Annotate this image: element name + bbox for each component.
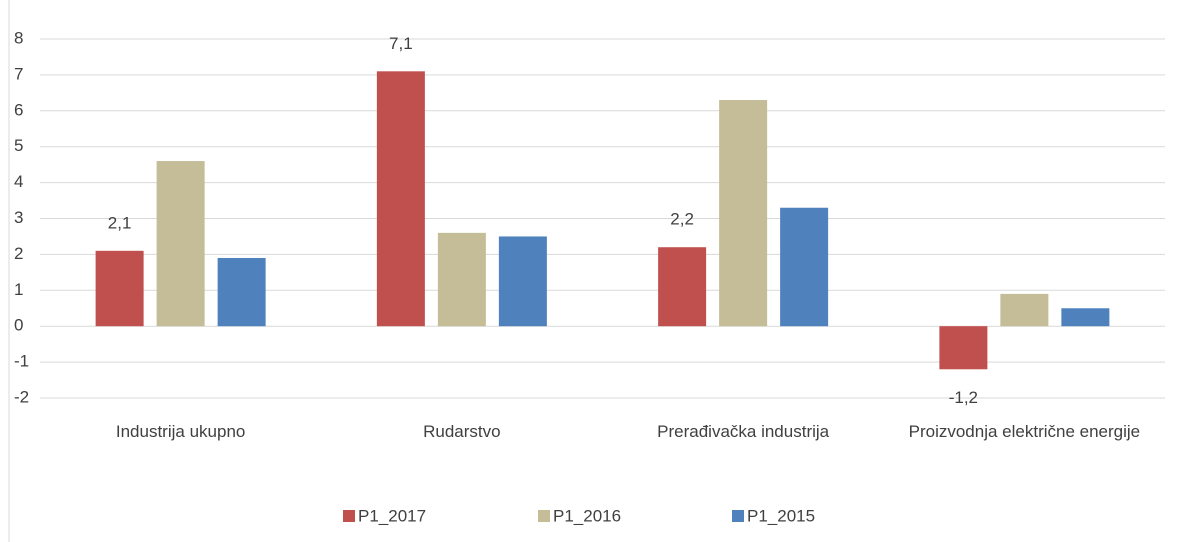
bar [95,250,144,327]
data-label: -1,2 [949,388,978,407]
legend-label: P1_2017 [358,506,426,525]
bar [217,257,266,327]
y-tick-label: 2 [14,244,23,263]
bar [939,326,988,370]
data-label: 7,1 [389,34,413,53]
bar [658,247,707,327]
legend-label: P1_2015 [747,506,815,525]
bar [376,71,425,327]
data-label: 2,1 [108,213,132,232]
legend-swatch [343,510,355,522]
legend-swatch [538,510,550,522]
y-tick-label: -2 [14,387,29,406]
chart-frame [8,0,10,542]
bar [156,161,205,327]
y-tick-label: 3 [14,208,23,227]
bar [1061,308,1110,327]
y-tick-label: 6 [14,100,23,119]
x-tick-label: Proizvodnja električne energije [908,422,1141,441]
x-tick-label: Industrija ukupno [115,422,246,441]
bar [437,232,486,327]
y-tick-label: 7 [14,64,23,83]
bar [719,100,768,327]
y-tick-label: 0 [14,316,23,335]
bar [1000,293,1049,327]
y-tick-label: 5 [14,136,23,155]
x-tick-label: Prerađivačka industrija [657,422,830,441]
data-label: 2,2 [670,210,694,229]
x-tick-label: Rudarstvo [423,422,501,441]
y-tick-label: 8 [14,28,23,47]
bar [498,236,547,327]
legend-swatch [732,510,744,522]
legend-label: P1_2016 [553,506,621,525]
bar [780,207,829,327]
y-tick-label: -1 [14,352,29,371]
y-tick-label: 4 [14,172,23,191]
y-tick-label: 1 [14,280,23,299]
